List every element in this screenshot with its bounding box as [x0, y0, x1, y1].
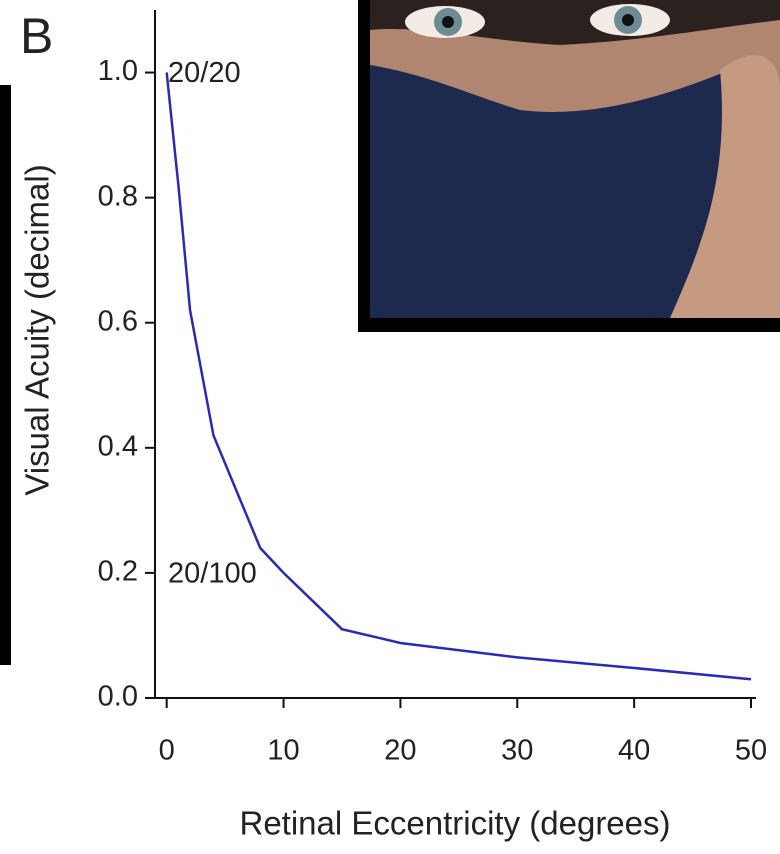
- annotation: 20/100: [168, 558, 257, 590]
- y-tick-label: 0.2: [98, 556, 138, 588]
- y-tick-label: 1.0: [98, 55, 138, 87]
- line: [165, 72, 752, 681]
- y-tick-label: 0.0: [98, 681, 138, 713]
- photo: [358, 0, 780, 332]
- x-tick-label: 50: [735, 735, 767, 767]
- x-tick-label: 0: [159, 735, 175, 767]
- x-axis-title: Retinal Eccentricity (degrees): [240, 805, 671, 842]
- y-tick-label: 0.4: [98, 430, 138, 462]
- y-axis-title: Visual Acuity (decimal): [19, 164, 56, 495]
- y-tick-label: 0.8: [98, 180, 138, 212]
- x-tick-label: 20: [384, 735, 416, 767]
- annotation: 20/20: [168, 57, 241, 89]
- side-bar: [0, 85, 11, 665]
- panel-label: B: [20, 8, 53, 64]
- x-tick-label: 10: [267, 735, 299, 767]
- x-tick-label: 40: [618, 735, 650, 767]
- x-tick-label: 30: [501, 735, 533, 767]
- y-tick-label: 0.6: [98, 305, 138, 337]
